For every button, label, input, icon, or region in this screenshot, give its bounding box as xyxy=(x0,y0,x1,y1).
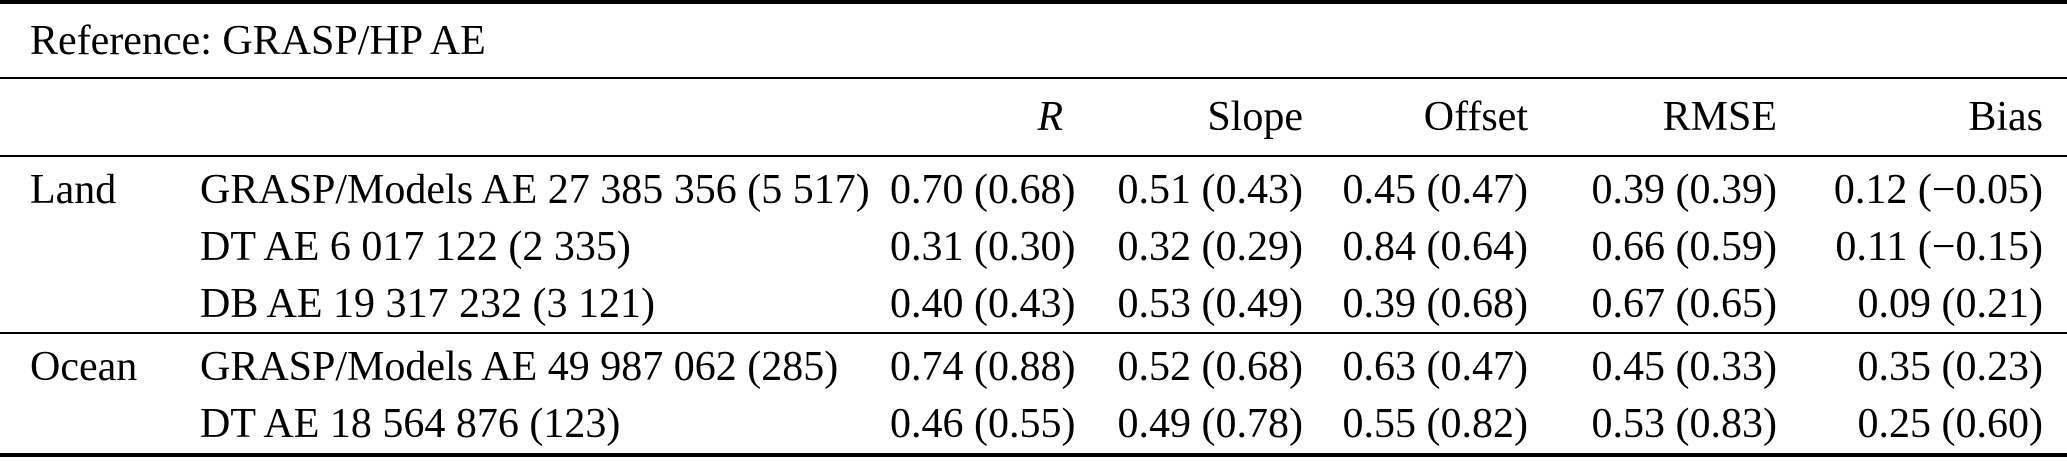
rmse-value: 0.66 (0.59) xyxy=(1591,223,1777,270)
slope-value: 0.32 (0.29) xyxy=(1117,223,1303,270)
rmse-value: 0.39 (0.39) xyxy=(1591,166,1777,213)
top-rule xyxy=(0,0,2067,4)
r-value: 0.31 (0.30) xyxy=(890,223,1076,270)
offset-value: 0.63 (0.47) xyxy=(1342,343,1528,390)
dataset-name: GRASP/Models AE 27 385 356 (5 517) xyxy=(200,166,870,213)
table-row: DT AE 6 017 122 (2 335) 0.31 (0.30) 0.32… xyxy=(0,218,2067,275)
column-header-slope: Slope xyxy=(1207,94,1303,140)
header-divider-rule xyxy=(0,155,2067,157)
r-value: 0.74 (0.88) xyxy=(890,343,1076,390)
caption-divider-rule xyxy=(0,77,2067,79)
table-row: DB AE 19 317 232 (3 121) 0.40 (0.43) 0.5… xyxy=(0,275,2067,332)
bias-value: 0.12 (−0.05) xyxy=(1833,166,2043,213)
rmse-value: 0.45 (0.33) xyxy=(1591,343,1777,390)
r-value: 0.46 (0.55) xyxy=(890,400,1076,447)
table-caption: Reference: GRASP/HP AE xyxy=(30,17,486,64)
offset-value: 0.55 (0.82) xyxy=(1342,400,1528,447)
dataset-name: DB AE 19 317 232 (3 121) xyxy=(200,280,655,327)
slope-value: 0.52 (0.68) xyxy=(1117,343,1303,390)
column-header-offset: Offset xyxy=(1423,94,1528,140)
bias-value: 0.25 (0.60) xyxy=(1857,400,2043,447)
bias-value: 0.11 (−0.15) xyxy=(1835,223,2043,270)
land-section: Land GRASP/Models AE 27 385 356 (5 517) … xyxy=(0,157,2067,332)
ocean-section: Ocean GRASP/Models AE 49 987 062 (285) 0… xyxy=(0,334,2067,453)
table-row: Land GRASP/Models AE 27 385 356 (5 517) … xyxy=(0,161,2067,218)
header-row: R Slope Offset RMSE Bias xyxy=(0,79,2067,155)
slope-value: 0.49 (0.78) xyxy=(1117,400,1303,447)
column-header-r: R xyxy=(1037,94,1063,140)
bias-value: 0.09 (0.21) xyxy=(1857,280,2043,327)
r-value: 0.70 (0.68) xyxy=(890,166,1076,213)
offset-value: 0.84 (0.64) xyxy=(1342,223,1528,270)
dataset-name: DT AE 6 017 122 (2 335) xyxy=(200,223,631,270)
column-header-rmse: RMSE xyxy=(1662,94,1777,140)
r-value: 0.40 (0.43) xyxy=(890,280,1076,327)
section-divider-rule xyxy=(0,332,2067,334)
slope-value: 0.51 (0.43) xyxy=(1117,166,1303,213)
column-header-bias: Bias xyxy=(1968,94,2043,140)
offset-value: 0.39 (0.68) xyxy=(1342,280,1528,327)
bottom-rule xyxy=(0,453,2067,457)
rmse-value: 0.53 (0.83) xyxy=(1591,400,1777,447)
dataset-name: GRASP/Models AE 49 987 062 (285) xyxy=(200,343,839,390)
dataset-name: DT AE 18 564 876 (123) xyxy=(200,400,621,447)
table-row: DT AE 18 564 876 (123) 0.46 (0.55) 0.49 … xyxy=(0,395,2067,452)
rmse-value: 0.67 (0.65) xyxy=(1591,280,1777,327)
caption-row: Reference: GRASP/HP AE xyxy=(0,4,2067,77)
group-label: Ocean xyxy=(30,343,138,390)
bias-value: 0.35 (0.23) xyxy=(1857,343,2043,390)
group-label: Land xyxy=(30,166,117,213)
slope-value: 0.53 (0.49) xyxy=(1117,280,1303,327)
offset-value: 0.45 (0.47) xyxy=(1342,166,1528,213)
table-row: Ocean GRASP/Models AE 49 987 062 (285) 0… xyxy=(0,338,2067,395)
